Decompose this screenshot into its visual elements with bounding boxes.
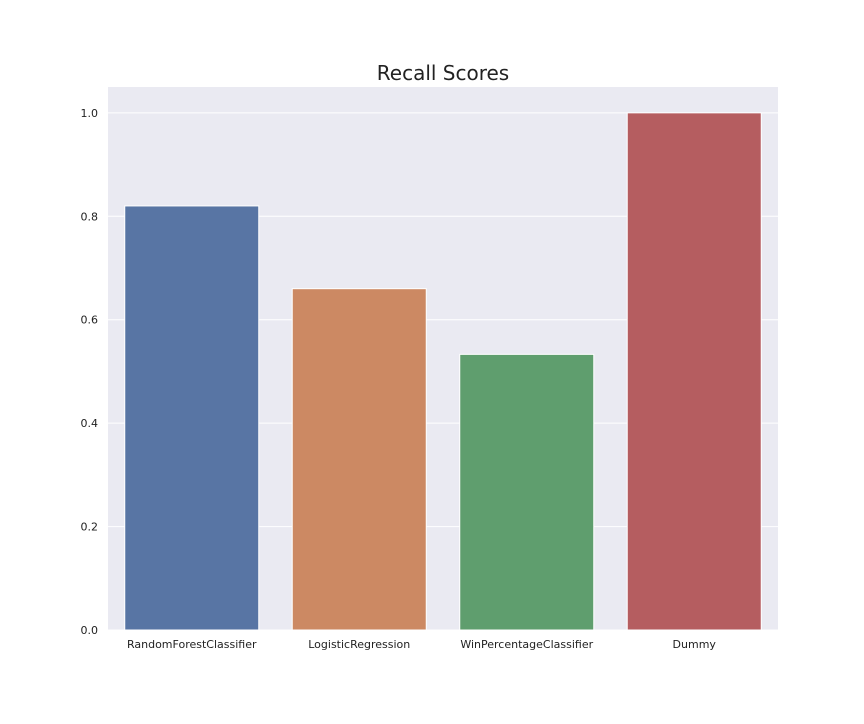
bar-randomforestclassifier [124,205,260,631]
bar-dummy [626,112,762,631]
x-tick-label: WinPercentageClassifier [460,638,593,651]
y-tick-labels: 0.0 0.2 0.4 0.6 0.8 1.0 [81,107,99,637]
bar-logisticregression [291,288,427,631]
y-tick-label: 1.0 [81,107,99,120]
y-tick-label: 0.0 [81,624,99,637]
x-tick-labels: RandomForestClassifier LogisticRegression… [127,638,716,651]
y-tick-label: 0.2 [81,521,99,534]
chart-title: Recall Scores [377,61,509,85]
bar-winpercentageclassifier [459,353,595,631]
y-tick-label: 0.8 [81,210,99,223]
y-tick-label: 0.6 [81,314,99,327]
x-tick-label: RandomForestClassifier [127,638,257,651]
bars [124,112,762,631]
x-tick-label: Dummy [673,638,717,651]
y-tick-label: 0.4 [81,417,99,430]
x-tick-label: LogisticRegression [308,638,410,651]
